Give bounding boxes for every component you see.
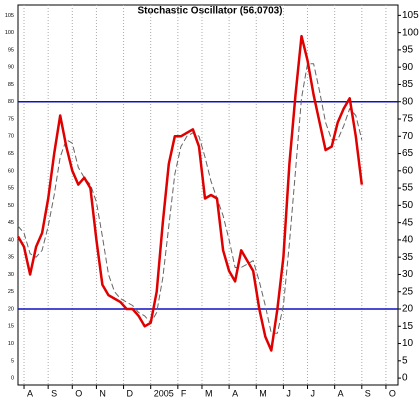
y-tick-label-left: 15	[8, 324, 14, 330]
y-tick-label-left: 95	[8, 47, 14, 53]
y-tick-label: 60	[402, 165, 414, 176]
y-tick-label: 55	[402, 183, 414, 194]
y-tick-label: 95	[402, 45, 414, 56]
y-tick-label-left: 75	[8, 116, 14, 122]
x-tick-label: S	[51, 388, 57, 398]
x-tick-label: J	[286, 388, 291, 398]
x-tick-label: S	[365, 388, 371, 398]
y-tick-label-left: 90	[8, 65, 14, 71]
y-tick-label-left: 65	[8, 151, 14, 157]
y-tick-label: 80	[402, 96, 414, 107]
y-tick-label-left: 105	[5, 13, 14, 19]
x-tick-label: O	[389, 388, 396, 398]
x-tick-label: A	[27, 388, 33, 398]
y-tick-label: 25	[402, 286, 414, 297]
x-tick-label: M	[205, 388, 213, 398]
y-tick-label-left: 100	[5, 30, 14, 36]
y-tick-label: 90	[402, 62, 414, 73]
y-tick-label: 0	[402, 373, 408, 384]
y-tick-label-left: 85	[8, 82, 14, 88]
y-tick-label-left: 0	[11, 376, 14, 382]
y-tick-label-left: 60	[8, 168, 14, 174]
x-tick-label: A	[338, 388, 344, 398]
x-tick-label: N	[99, 388, 106, 398]
y-tick-label: 30	[402, 269, 414, 280]
y-tick-label: 85	[402, 79, 414, 90]
y-tick-label: 65	[402, 148, 414, 159]
x-tick-label: J	[311, 388, 316, 398]
y-tick-label: 15	[402, 321, 414, 332]
y-tick-label-left: 5	[11, 358, 14, 364]
plot-frame	[17, 4, 399, 386]
y-tick-label: 5	[402, 355, 408, 366]
y-tick-label-left: 30	[8, 272, 14, 278]
y-tick-label: 35	[402, 252, 414, 263]
y-tick-label-left: 70	[8, 134, 14, 140]
y-tick-label-left: 20	[8, 306, 14, 312]
x-tick-label: O	[75, 388, 82, 398]
y-tick-label: 105	[402, 10, 419, 21]
y-tick-label: 75	[402, 114, 414, 125]
x-tick-label: F	[181, 388, 187, 398]
y-tick-label: 50	[402, 200, 414, 211]
y-tick-label: 70	[402, 131, 414, 142]
y-tick-label-left: 35	[8, 255, 14, 261]
x-tick-label: 2005	[154, 388, 174, 398]
y-tick-label: 20	[402, 304, 414, 315]
y-tick-label-left: 80	[8, 99, 14, 105]
y-tick-label-left: 45	[8, 220, 14, 226]
y-tick-label-left: 55	[8, 186, 14, 192]
y-tick-label-left: 50	[8, 203, 14, 209]
series-line	[16, 34, 364, 352]
y-tick-label: 10	[402, 338, 414, 349]
x-tick-label: A	[232, 388, 238, 398]
x-tick-label: D	[127, 388, 134, 398]
y-tick-label: 45	[402, 217, 414, 228]
y-tick-label: 40	[402, 235, 414, 246]
y-tick-label-left: 25	[8, 289, 14, 295]
y-tick-label: 100	[402, 27, 419, 38]
chart-title: Stochastic Oscillator (56.0703)	[137, 6, 282, 17]
y-tick-label-left: 10	[8, 341, 14, 347]
x-tick-label: M	[259, 388, 267, 398]
y-tick-label-left: 40	[8, 237, 14, 243]
